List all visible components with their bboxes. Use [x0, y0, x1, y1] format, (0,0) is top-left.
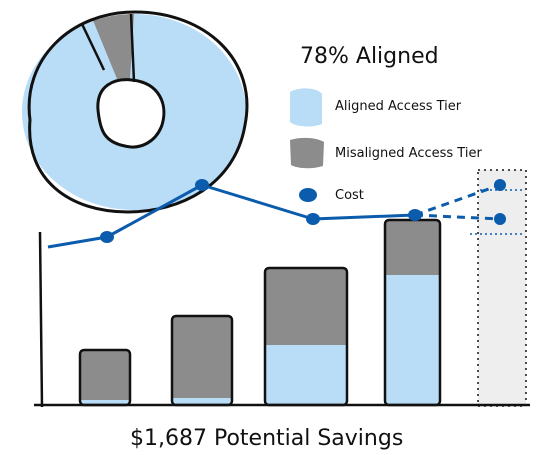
donut-slice-edge: [129, 13, 136, 83]
chart-title: 78% Aligned: [300, 44, 439, 69]
bar-aligned: [265, 345, 347, 405]
legend-label-misaligned: Misaligned Access Tier: [335, 146, 482, 161]
donut-hole: [96, 78, 166, 149]
cost-projection-point: [494, 213, 506, 225]
legend-swatch-misaligned: [290, 137, 324, 169]
cost-projection-low: [414, 213, 501, 221]
projection-bar: [477, 169, 527, 407]
legend-label-cost: Cost: [335, 188, 364, 203]
legend-swatch-cost: [299, 188, 317, 202]
bar-misaligned: [385, 220, 440, 275]
legend-label-aligned: Aligned Access Tier: [335, 99, 462, 114]
bar-aligned: [172, 398, 232, 405]
donut-misaligned-slice: [93, 14, 134, 82]
cost-point: [195, 179, 209, 191]
legend: Aligned Access Tier Misaligned Access Ti…: [290, 88, 482, 203]
bar-misaligned: [265, 268, 347, 345]
bar-misaligned: [80, 350, 130, 400]
bar-aligned: [385, 275, 440, 405]
cost-point: [306, 213, 320, 225]
cost-projection-point: [494, 179, 506, 191]
bar-aligned: [80, 400, 130, 405]
bar-misaligned: [172, 316, 232, 398]
donut-slice-edge: [80, 23, 106, 71]
cost-point: [100, 231, 114, 243]
legend-swatch-aligned: [290, 88, 322, 127]
bar-chart: [34, 169, 530, 408]
cost-projection-high: [414, 183, 501, 217]
chart-footer: $1,687 Potential Savings: [130, 426, 403, 451]
donut-chart: [22, 10, 249, 214]
y-axis: [38, 231, 44, 408]
